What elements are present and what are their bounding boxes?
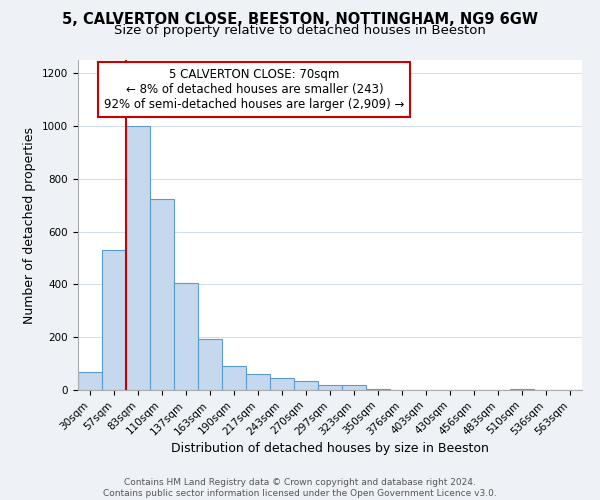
Bar [366,388,390,390]
Text: Contains HM Land Registry data © Crown copyright and database right 2024.
Contai: Contains HM Land Registry data © Crown c… [103,478,497,498]
Bar [342,385,366,390]
Bar [318,384,342,390]
Bar [78,372,102,390]
Text: Size of property relative to detached houses in Beeston: Size of property relative to detached ho… [114,24,486,37]
X-axis label: Distribution of detached houses by size in Beeston: Distribution of detached houses by size … [171,442,489,455]
Text: 5 CALVERTON CLOSE: 70sqm
← 8% of detached houses are smaller (243)
92% of semi-d: 5 CALVERTON CLOSE: 70sqm ← 8% of detache… [104,68,404,112]
Bar [198,338,222,390]
Text: 5, CALVERTON CLOSE, BEESTON, NOTTINGHAM, NG9 6GW: 5, CALVERTON CLOSE, BEESTON, NOTTINGHAM,… [62,12,538,28]
Bar [510,388,534,390]
Bar [246,374,270,390]
Bar [102,250,126,390]
Y-axis label: Number of detached properties: Number of detached properties [23,126,37,324]
Bar [126,126,150,390]
Bar [294,381,318,390]
Bar [270,378,294,390]
Bar [222,366,246,390]
Bar [150,198,174,390]
Bar [174,283,198,390]
